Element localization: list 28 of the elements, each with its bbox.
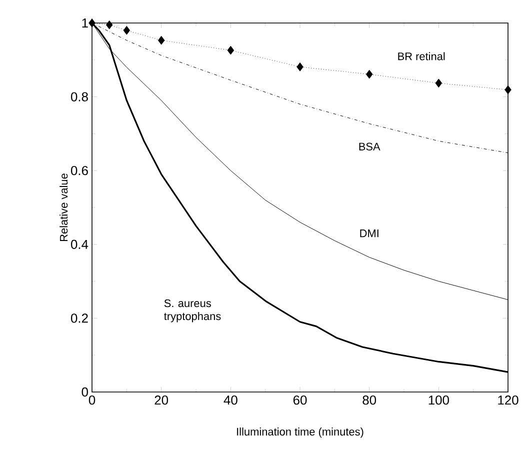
x-tick-label: 120: [498, 396, 518, 405]
series-label: BR retinal: [398, 52, 445, 60]
x-tick-label: 60: [293, 396, 307, 405]
y-tick-label: 0.4: [70, 240, 88, 249]
point: [435, 78, 442, 88]
x-tick-label: 80: [362, 396, 376, 405]
y-axis-title: Relative value: [60, 174, 68, 241]
point: [366, 70, 373, 79]
x-tick-label: 100: [428, 396, 449, 405]
x-tick-label: 40: [224, 396, 238, 405]
point: [88, 18, 96, 28]
series-label: BSA: [359, 142, 380, 150]
y-tick-label: 0.6: [70, 166, 88, 176]
x-tick-label: 20: [154, 396, 168, 405]
point: [106, 20, 113, 30]
y-tick-label: 1: [82, 18, 88, 28]
point: [158, 36, 165, 45]
point: [123, 26, 130, 35]
text: S. aureus tryptophans: [164, 299, 221, 322]
y-tick-label: 0.8: [70, 92, 88, 102]
y-tick-label: 0: [82, 387, 88, 397]
series-label: DMI: [360, 230, 378, 238]
point: [296, 62, 304, 72]
point: [504, 85, 512, 94]
y-tick-label: 0.2: [70, 314, 88, 323]
x-tick-label: 0: [88, 396, 96, 405]
x-axis-title: Illumination time (minutes): [237, 428, 364, 438]
point: [227, 46, 234, 55]
